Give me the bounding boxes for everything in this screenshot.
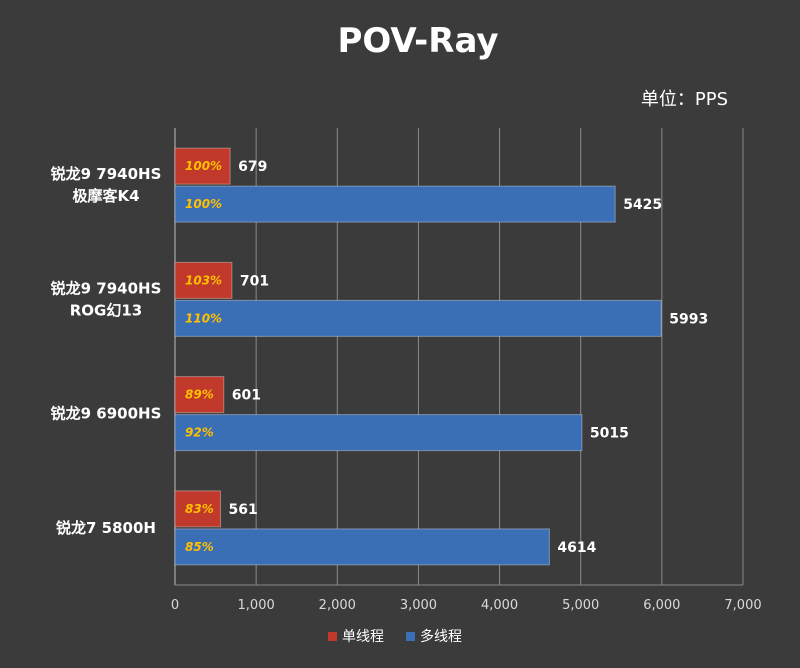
legend-entry: 多线程 bbox=[420, 628, 462, 645]
single-thread-bar bbox=[174, 261, 233, 299]
x-tick-label: 6,000 bbox=[643, 598, 680, 613]
value-label: 561 bbox=[229, 502, 258, 518]
value-label: 679 bbox=[238, 159, 267, 175]
category-labels: 锐龙9 7940HS 极摩客K4 锐龙9 7940HS ROG幻13 锐龙9 6900H… bbox=[51, 165, 162, 537]
value-label: 5425 bbox=[623, 197, 662, 213]
category-label: 锐龙9 7940HS bbox=[51, 279, 162, 297]
x-tick-label: 7,000 bbox=[724, 598, 761, 613]
multi-thread-bar bbox=[174, 299, 662, 337]
single-thread-bar bbox=[174, 490, 222, 528]
multi-thread-bar bbox=[174, 414, 583, 452]
percent-label: 110% bbox=[185, 311, 222, 325]
legend-swatch bbox=[328, 632, 337, 641]
value-label: 4614 bbox=[557, 540, 596, 556]
value-label: 601 bbox=[232, 388, 261, 404]
value-label: 5015 bbox=[590, 426, 629, 442]
x-tick-label: 4,000 bbox=[481, 598, 518, 613]
x-tick-label: 2,000 bbox=[319, 598, 356, 613]
percent-label: 92% bbox=[185, 426, 214, 440]
percent-label: 103% bbox=[185, 273, 222, 287]
category-label: 锐龙9 6900HS bbox=[51, 405, 162, 423]
value-label: 701 bbox=[240, 273, 269, 289]
percent-label: 85% bbox=[185, 540, 214, 554]
percent-label: 100% bbox=[185, 197, 222, 211]
category-label: 极摩客K4 bbox=[72, 187, 139, 205]
x-axis-ticks: 0 1,000 2,000 3,000 4,000 5,000 6,000 7,000 bbox=[171, 598, 762, 613]
multi-thread-bar bbox=[174, 185, 616, 223]
bars: 100% 679 100% 5425 103% 701 110% 5993 89% 601 92% 5… bbox=[174, 147, 708, 566]
category-label: ROG幻13 bbox=[70, 301, 143, 319]
multi-thread-bar bbox=[174, 528, 550, 566]
x-tick-label: 5,000 bbox=[562, 598, 599, 613]
unit-label: 单位：PPS bbox=[641, 89, 728, 110]
chart-title: POV-Ray bbox=[337, 21, 498, 61]
value-label: 5993 bbox=[669, 311, 708, 327]
x-tick-label: 3,000 bbox=[400, 598, 437, 613]
legend-entry: 单线程 bbox=[342, 629, 384, 645]
category-label: 锐龙7 5800H bbox=[56, 519, 156, 537]
category-label: 锐龙9 7940HS bbox=[51, 165, 162, 183]
legend-swatch bbox=[406, 632, 415, 641]
single-thread-bar bbox=[174, 376, 225, 414]
x-tick-label: 0 bbox=[171, 598, 179, 613]
percent-label: 100% bbox=[185, 159, 222, 173]
percent-label: 83% bbox=[185, 502, 214, 516]
percent-label: 89% bbox=[185, 388, 214, 402]
legend: 单线程 多线程 bbox=[328, 628, 462, 645]
single-thread-bar bbox=[174, 147, 231, 185]
x-tick-label: 1,000 bbox=[238, 598, 275, 613]
